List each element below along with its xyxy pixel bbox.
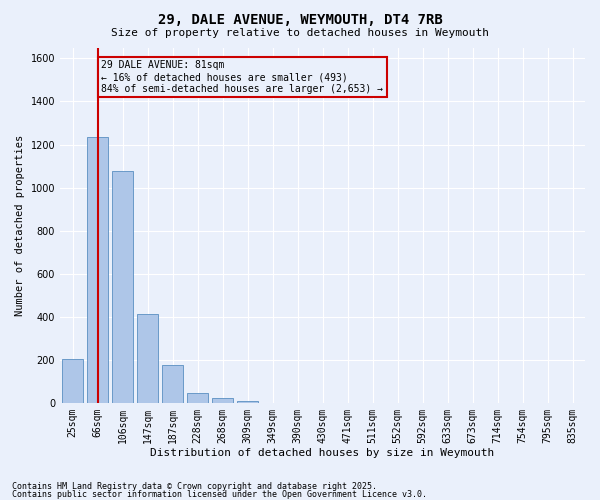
X-axis label: Distribution of detached houses by size in Weymouth: Distribution of detached houses by size … (151, 448, 494, 458)
Text: 29 DALE AVENUE: 81sqm
← 16% of detached houses are smaller (493)
84% of semi-det: 29 DALE AVENUE: 81sqm ← 16% of detached … (101, 60, 383, 94)
Text: 29, DALE AVENUE, WEYMOUTH, DT4 7RB: 29, DALE AVENUE, WEYMOUTH, DT4 7RB (158, 12, 442, 26)
Bar (62, 359, 83, 403)
Bar (87, 137, 108, 403)
Bar (237, 400, 258, 403)
Bar (187, 393, 208, 403)
Bar (137, 314, 158, 403)
Bar (162, 366, 183, 403)
Text: Size of property relative to detached houses in Weymouth: Size of property relative to detached ho… (111, 28, 489, 38)
Bar (112, 172, 133, 403)
Text: Contains public sector information licensed under the Open Government Licence v3: Contains public sector information licen… (12, 490, 427, 499)
Bar (212, 398, 233, 403)
Y-axis label: Number of detached properties: Number of detached properties (15, 134, 25, 316)
Text: Contains HM Land Registry data © Crown copyright and database right 2025.: Contains HM Land Registry data © Crown c… (12, 482, 377, 491)
